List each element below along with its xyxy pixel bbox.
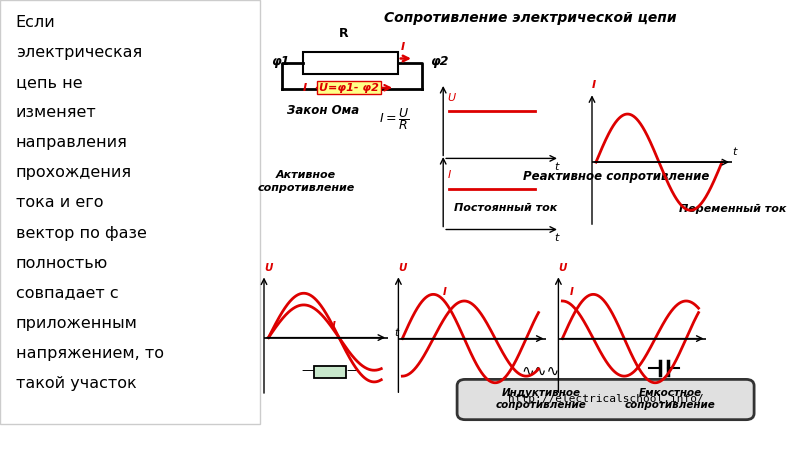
Text: Закон Ома: Закон Ома bbox=[287, 104, 359, 117]
Text: http://electricalschool.info/: http://electricalschool.info/ bbox=[508, 394, 703, 404]
Text: 68: 68 bbox=[389, 428, 411, 446]
Text: —: — bbox=[346, 364, 359, 378]
Text: напряжением, то: напряжением, то bbox=[16, 346, 163, 361]
Text: Переменный ток: Переменный ток bbox=[679, 203, 786, 214]
Text: I: I bbox=[570, 287, 574, 297]
Text: такой участок: такой участок bbox=[16, 376, 136, 391]
Text: Реактивное сопротивление: Реактивное сопротивление bbox=[523, 170, 710, 183]
Text: приложенным: приложенным bbox=[16, 316, 138, 331]
Text: t: t bbox=[554, 233, 559, 243]
Text: t: t bbox=[394, 328, 398, 338]
Text: t: t bbox=[732, 147, 736, 158]
Text: U: U bbox=[447, 93, 456, 103]
Text: совпадает с: совпадает с bbox=[16, 286, 118, 301]
Text: U: U bbox=[558, 263, 566, 273]
Text: Индуктивное
сопротивление: Индуктивное сопротивление bbox=[495, 388, 586, 410]
Text: U=φ1- φ2: U=φ1- φ2 bbox=[319, 83, 379, 93]
Text: φ2: φ2 bbox=[430, 55, 449, 68]
FancyBboxPatch shape bbox=[0, 0, 260, 424]
Text: I: I bbox=[592, 80, 596, 90]
Text: ∿∿∿: ∿∿∿ bbox=[522, 364, 560, 378]
Text: Постоянный ток: Постоянный ток bbox=[454, 203, 558, 213]
Text: Активное
сопротивление: Активное сопротивление bbox=[258, 170, 354, 193]
Text: прохождения: прохождения bbox=[16, 165, 132, 180]
Text: R: R bbox=[339, 27, 349, 40]
Text: I: I bbox=[401, 42, 405, 52]
Text: U: U bbox=[264, 263, 272, 273]
Text: t: t bbox=[554, 162, 559, 172]
FancyBboxPatch shape bbox=[303, 52, 398, 74]
FancyBboxPatch shape bbox=[314, 366, 346, 378]
Text: Если: Если bbox=[16, 15, 55, 30]
Text: Сопротивление электрической цепи: Сопротивление электрической цепи bbox=[384, 11, 676, 25]
Text: электрическая: электрическая bbox=[16, 45, 142, 60]
Text: φ1: φ1 bbox=[270, 55, 290, 68]
Text: Емкостное
сопротивление: Емкостное сопротивление bbox=[625, 388, 716, 410]
Text: —: — bbox=[302, 364, 314, 378]
Text: тока и его: тока и его bbox=[16, 195, 103, 211]
Text: U: U bbox=[398, 263, 406, 273]
FancyBboxPatch shape bbox=[457, 379, 754, 420]
Text: I: I bbox=[332, 321, 336, 331]
Text: I: I bbox=[303, 83, 307, 93]
Text: полностью: полностью bbox=[16, 256, 108, 270]
Text: вектор по фазе: вектор по фазе bbox=[16, 225, 146, 240]
Text: изменяет: изменяет bbox=[16, 105, 96, 120]
Text: $I=\dfrac{U}{R}$: $I=\dfrac{U}{R}$ bbox=[379, 106, 409, 132]
Text: I: I bbox=[443, 287, 446, 297]
Text: направления: направления bbox=[16, 135, 127, 150]
Text: цепь не: цепь не bbox=[16, 75, 82, 90]
Text: I: I bbox=[447, 170, 450, 180]
